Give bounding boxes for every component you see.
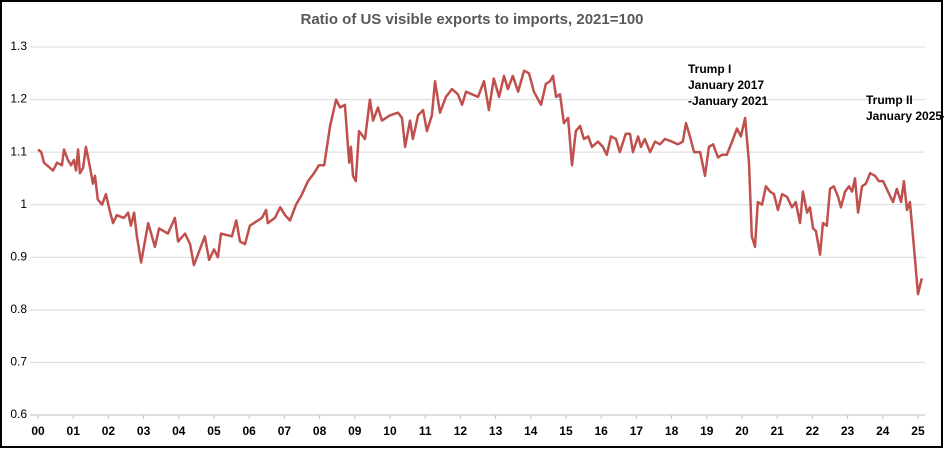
x-tick-label: 20 [735, 424, 749, 438]
y-tick-label: 0.9 [10, 249, 27, 263]
y-tick-label: 1 [20, 197, 27, 211]
annotation: January 2017 [688, 78, 764, 92]
annotation: January 2025- [866, 109, 944, 123]
x-tick-label: 08 [313, 424, 327, 438]
y-tick-label: 1.3 [10, 39, 27, 53]
x-tick-label: 02 [102, 424, 116, 438]
x-tick-label: 05 [207, 424, 221, 438]
x-tick-label: 23 [841, 424, 855, 438]
x-tick-label: 14 [524, 424, 538, 438]
y-tick-label: 0.7 [10, 355, 27, 369]
y-tick-label: 0.8 [10, 302, 27, 316]
x-tick-label: 11 [419, 424, 432, 438]
x-tick-label: 09 [348, 424, 362, 438]
data-line [37, 69, 924, 296]
x-tick-label: 07 [278, 424, 292, 438]
x-tick-label: 12 [454, 424, 468, 438]
x-tick-label: 21 [770, 424, 784, 438]
y-tick-label: 0.6 [10, 407, 27, 421]
x-tick-label: 10 [383, 424, 397, 438]
x-tick-label: 15 [559, 424, 573, 438]
x-tick-label: 19 [700, 424, 714, 438]
x-tick-label: 22 [806, 424, 820, 438]
x-tick-label: 03 [137, 424, 151, 438]
x-tick-label: 13 [489, 424, 503, 438]
x-tick-label: 25 [911, 424, 925, 438]
y-tick-label: 1.1 [10, 144, 27, 158]
annotation: -January 2021 [688, 94, 768, 108]
x-tick-label: 16 [594, 424, 608, 438]
x-tick-label: 06 [243, 424, 257, 438]
x-tick-label: 24 [876, 424, 890, 438]
x-tick-label: 00 [31, 424, 45, 438]
x-tick-label: 18 [665, 424, 679, 438]
annotation: Trump I [688, 62, 731, 76]
annotation: Trump II [866, 93, 913, 107]
x-tick-label: 17 [630, 424, 644, 438]
x-tick-label: 01 [67, 424, 81, 438]
y-tick-label: 1.2 [10, 92, 27, 106]
chart-title: Ratio of US visible exports to imports, … [300, 11, 643, 28]
x-tick-label: 04 [172, 424, 186, 438]
